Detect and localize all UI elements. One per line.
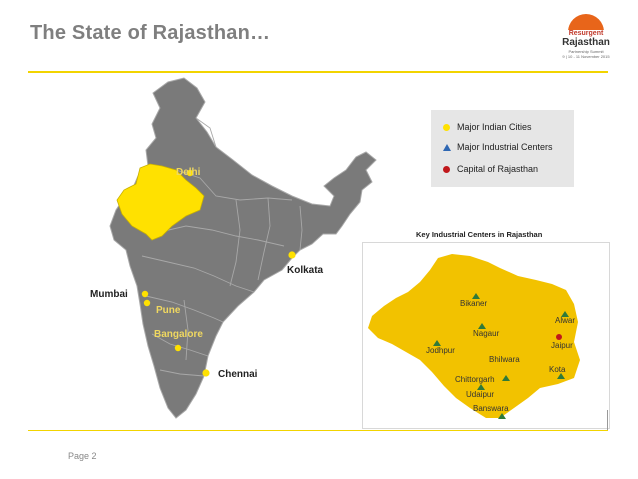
- legend-item-industrial-centers: Major Industrial Centers: [443, 142, 553, 152]
- logo-line4: 9 | 10 - 11 November 2015: [562, 54, 610, 59]
- rajasthan-shape: [368, 254, 580, 418]
- center-label-jodhpur: Jodhpur: [426, 346, 455, 355]
- triangle-banswara: [498, 413, 506, 419]
- center-label-bikaner: Bikaner: [460, 299, 488, 308]
- inset-frame: [362, 242, 610, 429]
- triangle-bhilwara: [502, 375, 510, 381]
- center-label-bhilwara: Bhilwara: [489, 355, 520, 364]
- center-label-chittorgarh: Chittorgarh: [455, 375, 495, 384]
- triangle-chittorgarh: [477, 384, 485, 390]
- logo-line3: Partnership Summit: [568, 49, 604, 54]
- city-label-bangalore: Bangalore: [154, 329, 203, 340]
- triangle-kota: [557, 373, 565, 379]
- legend-item-capital: Capital of Rajasthan: [443, 164, 538, 174]
- center-label-kota: Kota: [549, 365, 566, 374]
- inset-title: Key Industrial Centers in Rajasthan: [416, 230, 543, 239]
- triangle-alwar: [561, 311, 569, 317]
- india-mainland: [109, 77, 377, 419]
- page-number: Page 2: [68, 451, 97, 461]
- center-label-nagaur: Nagaur: [473, 329, 500, 338]
- yellow-dot-icon: [443, 123, 450, 131]
- center-label-udaipur: Udaipur: [466, 390, 495, 399]
- jaipur-capital-dot: [556, 334, 562, 340]
- city-label-delhi: Delhi: [176, 167, 201, 178]
- center-label-banswara: Banswara: [473, 404, 509, 413]
- industrial-center-markers: [433, 293, 569, 419]
- logo-line1: Resurgent: [568, 30, 604, 37]
- legend-label: Major Industrial Centers: [457, 142, 553, 152]
- footer-divider: [28, 430, 608, 431]
- legend-label: Major Indian Cities: [457, 122, 532, 132]
- triangle-jodhpur: [433, 340, 441, 346]
- title-divider: [28, 71, 608, 73]
- rajasthan-highlight: [116, 163, 205, 241]
- logo-line2: Rajasthan: [562, 37, 610, 48]
- pune-dot: [143, 299, 151, 307]
- sun-icon: [568, 14, 604, 30]
- center-label-jaipur: Jaipur: [551, 341, 573, 350]
- city-label-pune: Pune: [156, 305, 181, 316]
- resurgent-rajasthan-logo: Resurgent Rajasthan Partnership Summit 9…: [556, 14, 616, 60]
- blue-triangle-icon: [443, 143, 451, 151]
- state-borders: [141, 117, 303, 377]
- red-dot-icon: [443, 165, 450, 173]
- slide-title: The State of Rajasthan…: [30, 22, 271, 44]
- city-label-chennai: Chennai: [218, 369, 258, 380]
- chennai-dot: [202, 369, 210, 377]
- delhi-dot: [186, 169, 194, 177]
- mumbai-dot: [141, 290, 149, 298]
- kolkata-dot: [288, 251, 296, 259]
- footer-tick: [607, 410, 608, 430]
- bangalore-dot: [174, 344, 182, 352]
- triangle-bikaner: [472, 293, 480, 299]
- map-legend: Major Indian Cities Major Industrial Cen…: [431, 110, 574, 187]
- center-label-alwar: Alwar: [555, 316, 576, 325]
- city-label-kolkata: Kolkata: [287, 265, 324, 276]
- city-label-mumbai: Mumbai: [90, 289, 128, 300]
- legend-item-major-cities: Major Indian Cities: [443, 122, 532, 132]
- legend-label: Capital of Rajasthan: [457, 164, 539, 174]
- triangle-nagaur: [478, 323, 486, 329]
